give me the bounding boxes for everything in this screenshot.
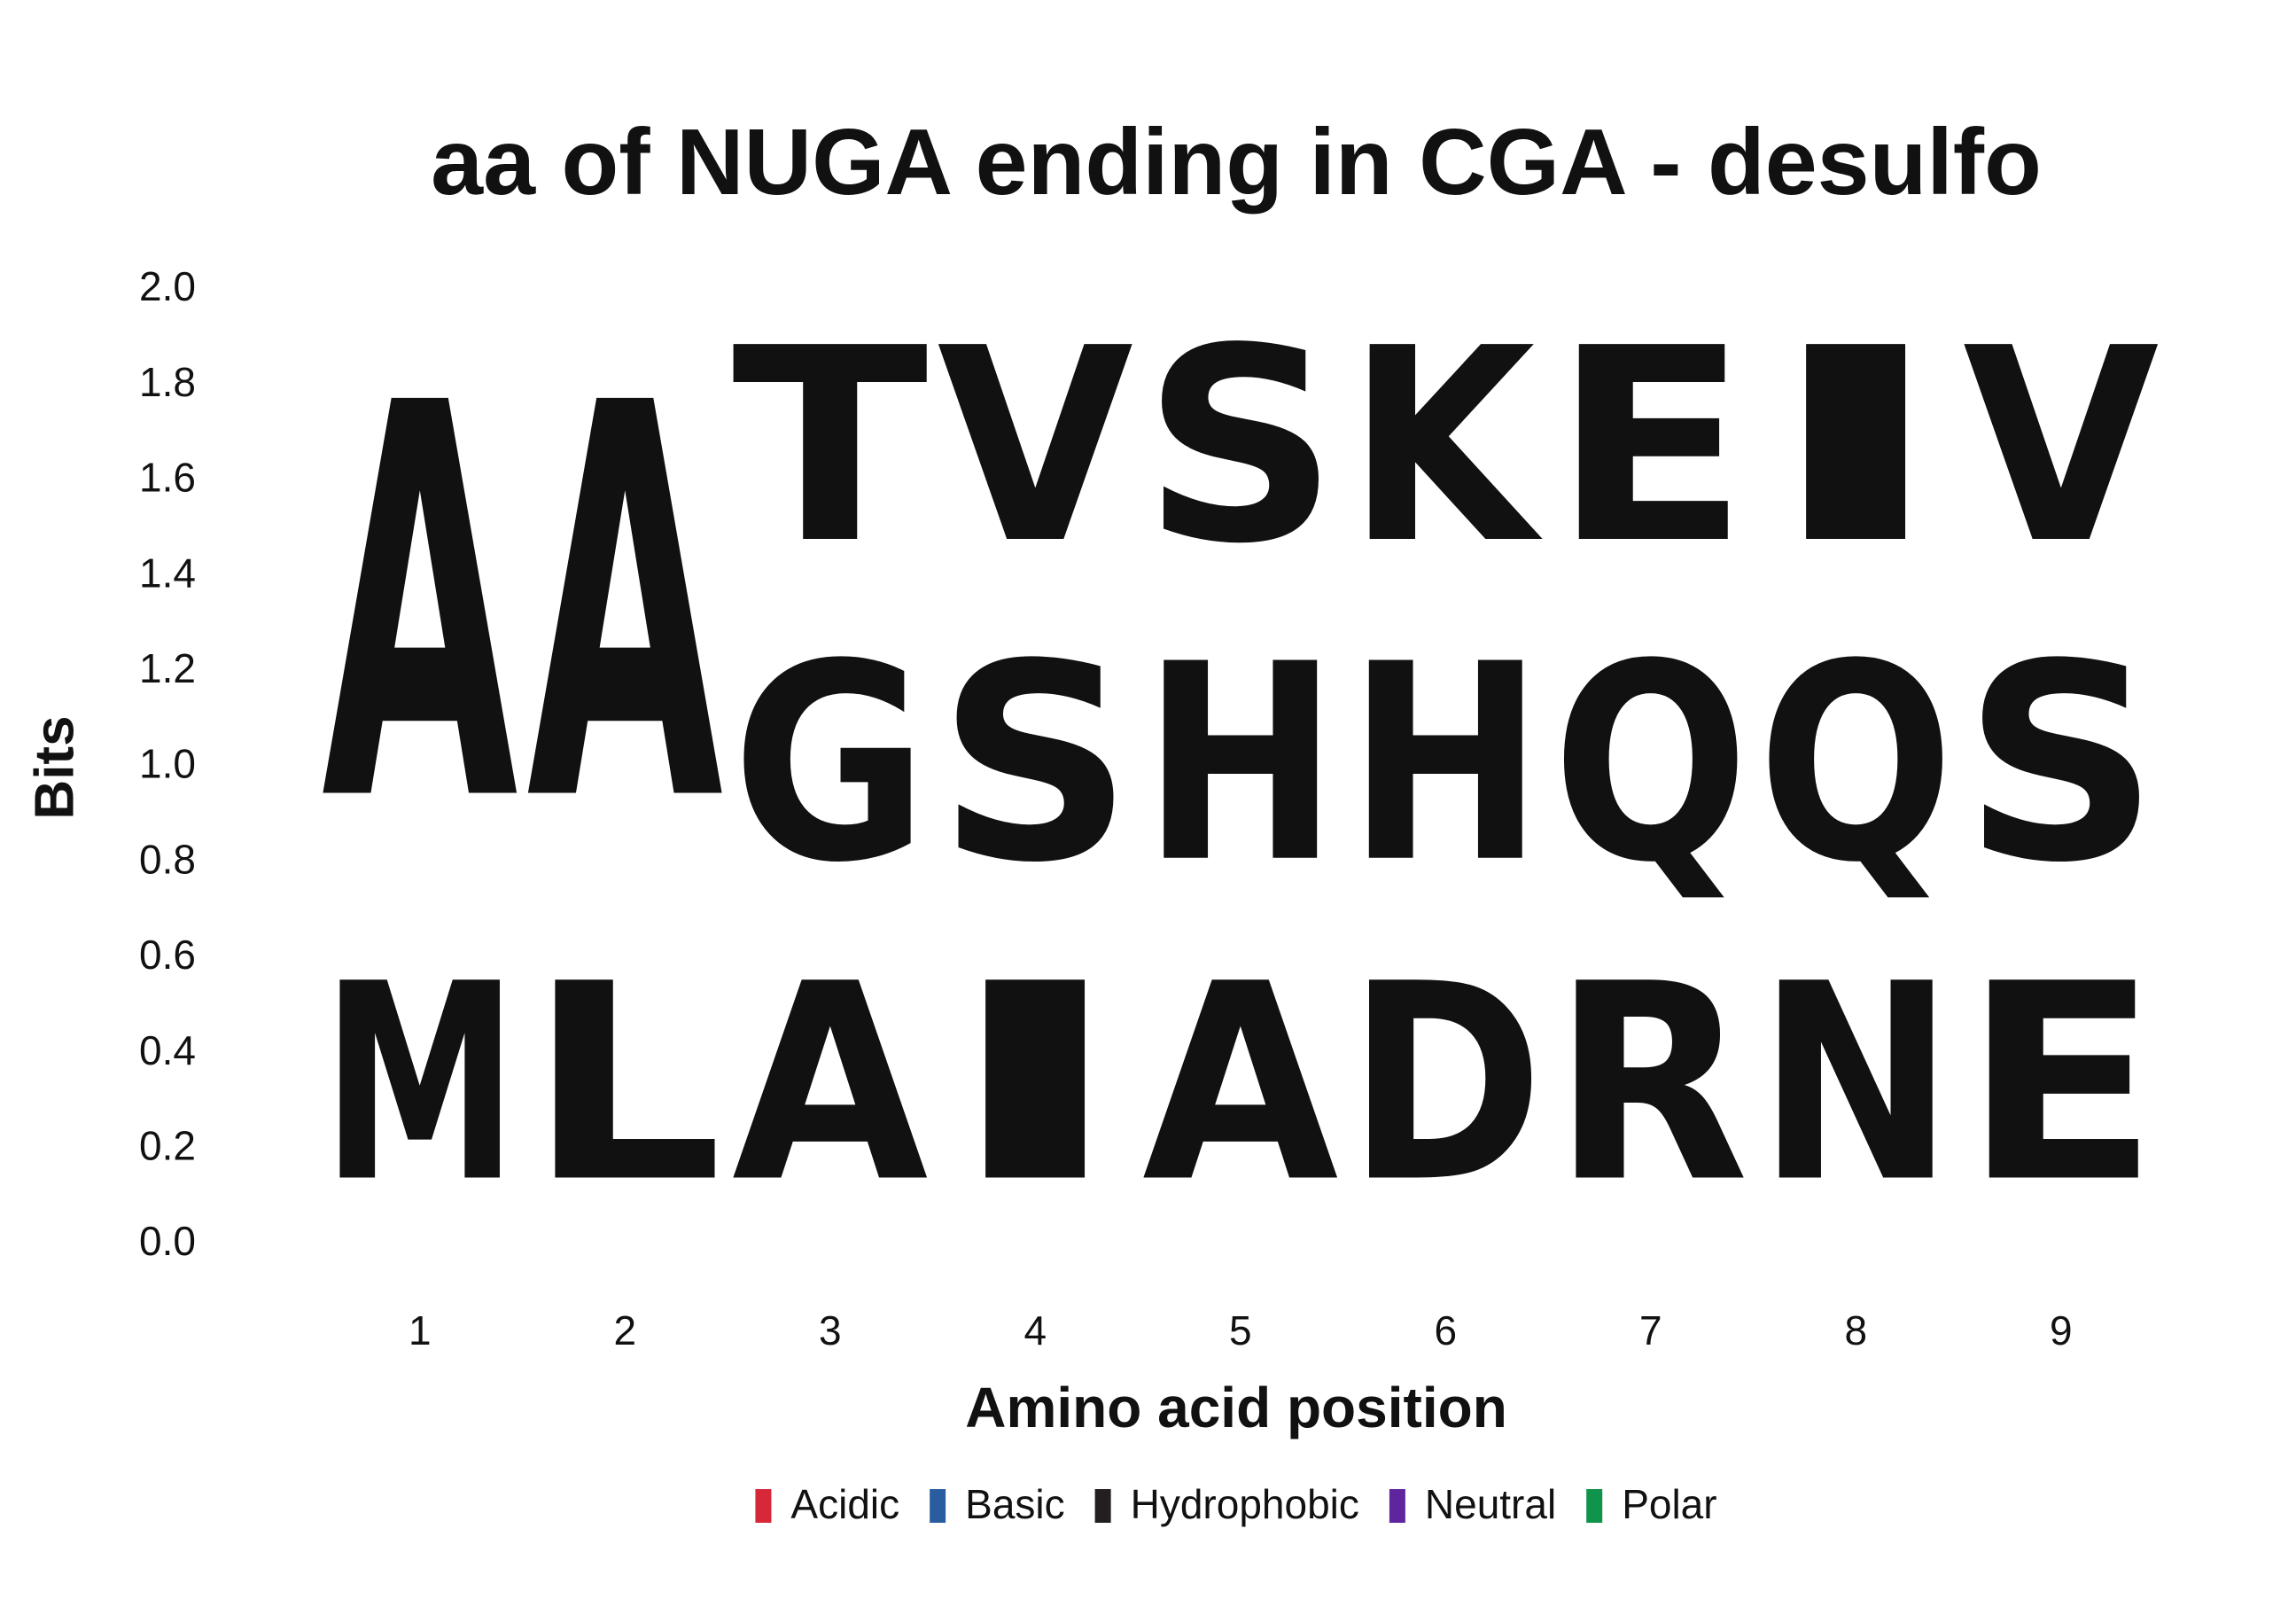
- x-tick-label: 4: [1023, 1307, 1047, 1353]
- logo-letter: A: [732, 925, 930, 1241]
- y-tick-label: 0.8: [139, 836, 196, 882]
- legend-label: Basic: [965, 1481, 1064, 1527]
- logo-letter: S: [1963, 606, 2160, 922]
- y-tick-label: 2.0: [139, 263, 196, 309]
- logo-letter: A: [322, 290, 520, 921]
- logo-letter: S: [1142, 291, 1339, 603]
- logo-letter: A: [1142, 925, 1341, 1241]
- logo-letter: Q: [1758, 606, 1954, 923]
- y-tick-label: 1.0: [139, 741, 196, 787]
- logo-letter: Q: [1553, 606, 1748, 923]
- x-tick-label: 3: [819, 1307, 842, 1353]
- legend-label: Hydrophobic: [1131, 1481, 1359, 1527]
- x-tick-label: 2: [613, 1307, 636, 1353]
- legend-swatch: [1094, 1489, 1111, 1523]
- y-tick-label: 1.8: [139, 359, 196, 405]
- x-axis-label: Amino acid position: [965, 1376, 1507, 1439]
- y-tick-label: 0.6: [139, 932, 196, 978]
- logo-letter: V: [1963, 292, 2161, 603]
- logo-letter: A: [527, 290, 726, 921]
- logo-letter: I: [938, 925, 1133, 1242]
- logo-letter: H: [1348, 606, 1544, 922]
- logo-letter: G: [732, 606, 928, 923]
- legend-swatch: [755, 1489, 772, 1523]
- y-tick-label: 0.0: [139, 1218, 196, 1264]
- legend-label: Neutral: [1425, 1481, 1556, 1527]
- x-tick-label: 1: [409, 1307, 432, 1353]
- logo-letter: D: [1348, 925, 1544, 1242]
- legend-label: Polar: [1622, 1481, 1716, 1527]
- legend-swatch: [1389, 1489, 1405, 1523]
- chart-title: aa of NUGA ending in CGA - desulfo: [431, 110, 2042, 214]
- x-tick-label: 5: [1229, 1307, 1252, 1353]
- y-tick-label: 1.2: [139, 645, 196, 691]
- y-tick-label: 0.4: [139, 1027, 196, 1073]
- logo-letter: T: [732, 291, 930, 602]
- logo-letter: R: [1553, 926, 1748, 1243]
- y-tick-label: 0.2: [139, 1122, 196, 1168]
- legend: Acidic Basic Hydrophobic Neutral Polar: [755, 1481, 1717, 1527]
- x-tick-label: 8: [1844, 1307, 1867, 1353]
- logo-letter: V: [938, 292, 1136, 603]
- logo-letter: L: [527, 926, 723, 1242]
- y-tick-label: 1.6: [139, 455, 196, 501]
- x-tick-label: 9: [2050, 1307, 2073, 1353]
- legend-label: Acidic: [790, 1481, 899, 1527]
- x-tick-label: 6: [1434, 1307, 1457, 1353]
- y-tick-label: 1.4: [139, 550, 196, 596]
- y-axis-label: Bits: [24, 715, 85, 819]
- x-tick-label: 7: [1639, 1307, 1662, 1353]
- logo-letter: E: [1553, 291, 1749, 603]
- logo-letter: E: [1963, 926, 2160, 1242]
- legend-swatch: [930, 1489, 946, 1523]
- logo-letter: K: [1348, 291, 1545, 602]
- logo-letter: I: [1758, 292, 1954, 603]
- logo-letter: M: [322, 927, 518, 1243]
- logo-letter: H: [1142, 606, 1338, 922]
- logo-letter: S: [938, 606, 1134, 922]
- legend-swatch: [1586, 1489, 1603, 1523]
- logo-letter: N: [1758, 926, 1954, 1242]
